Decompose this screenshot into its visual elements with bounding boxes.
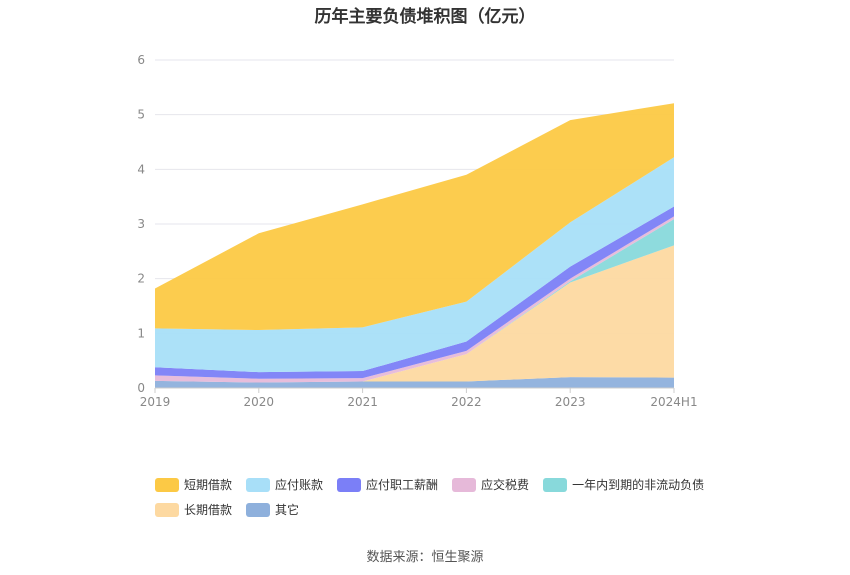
y-tick-label: 1 <box>137 326 145 340</box>
legend-item[interactable]: 应付账款 <box>246 476 323 493</box>
y-tick-label: 5 <box>137 108 145 122</box>
chart-title: 历年主要负债堆积图（亿元） <box>314 7 536 27</box>
area-长期借款 <box>155 245 674 383</box>
y-tick-label: 2 <box>137 272 145 286</box>
y-tick-label: 0 <box>137 381 145 395</box>
x-tick-label: 2021 <box>347 395 378 409</box>
legend-label: 短期借款 <box>184 478 233 492</box>
legend-item[interactable]: 长期借款 <box>155 501 232 518</box>
legend-swatch <box>543 477 568 492</box>
legend-row-2: 长期借款 其它 <box>155 497 755 522</box>
legend-swatch <box>337 477 362 492</box>
data-source-note: 数据来源：恒生聚源 <box>366 550 484 565</box>
legend-swatch <box>155 477 179 492</box>
area-短期借款 <box>155 103 674 331</box>
y-tick-label: 3 <box>137 217 145 231</box>
legend-item[interactable]: 应付职工薪酬 <box>337 476 438 493</box>
legend-label: 应付账款 <box>275 478 324 492</box>
legend-label: 应交税费 <box>481 478 530 492</box>
axes: 0 1 2 3 4 5 6 2019 2020 2021 2022 2023 2024H1 <box>137 53 697 409</box>
y-tick-label: 4 <box>137 162 145 176</box>
x-tick-label: 2022 <box>451 395 482 409</box>
x-tick-label: 2019 <box>140 395 171 409</box>
legend-label: 一年内到期的非流动负债 <box>572 478 705 492</box>
legend-swatch <box>452 477 477 492</box>
legend-swatch <box>155 502 179 517</box>
legend-label: 长期借款 <box>184 503 233 517</box>
x-tick-label: 2020 <box>244 395 275 409</box>
area-series <box>155 103 674 388</box>
legend: 短期借款 应付账款 应付职工薪酬 应交税费 一年内到期的非流动负债 长期借款 其它 <box>155 472 755 522</box>
legend-item[interactable]: 其它 <box>246 501 299 518</box>
x-tick-label: 2023 <box>555 395 586 409</box>
legend-label: 应付职工薪酬 <box>366 478 439 492</box>
legend-item[interactable]: 短期借款 <box>155 476 232 493</box>
area-应付账款 <box>155 157 674 373</box>
legend-item[interactable]: 一年内到期的非流动负债 <box>543 476 704 493</box>
y-tick-label: 6 <box>137 53 145 67</box>
legend-swatch <box>246 477 271 492</box>
area-其它 <box>155 377 674 388</box>
legend-row-1: 短期借款 应付账款 应付职工薪酬 应交税费 一年内到期的非流动负债 <box>155 472 755 497</box>
legend-swatch <box>246 502 271 517</box>
legend-label: 其它 <box>275 503 300 517</box>
x-tick-label: 2024H1 <box>650 395 697 409</box>
legend-item[interactable]: 应交税费 <box>452 476 529 493</box>
